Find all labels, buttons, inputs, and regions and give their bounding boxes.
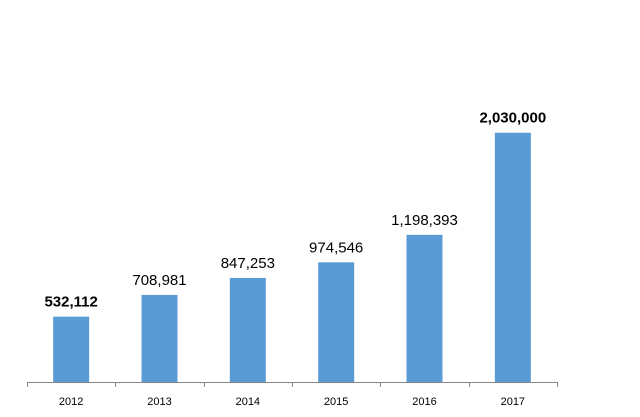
data-label-2015: 974,546 [309,239,363,256]
x-axis: 2012 2013 2014 2015 2016 2017 [27,382,558,408]
x-tick-label-2016: 2016 [412,396,436,408]
bar-2016 [406,234,443,382]
bar-2012 [53,316,90,382]
data-label-2014: 847,253 [221,255,275,272]
x-tick-label-2012: 2012 [59,396,83,408]
bar-2017 [494,132,531,382]
x-tick-label-2015: 2015 [324,396,348,408]
bar-2014 [229,277,266,382]
data-labels-group: 532,112 708,981 847,253 974,546 1,198,393 2,0… [44,110,546,311]
data-label-2017: 2,030,000 [479,110,546,127]
bar-2013 [141,294,178,382]
data-label-2012: 532,112 [44,294,97,311]
x-tick-label-2017: 2017 [501,396,525,408]
bars-group [53,132,531,382]
data-label-2013: 708,981 [132,272,186,289]
data-label-2016: 1,198,393 [391,212,458,229]
x-tick-label-2014: 2014 [236,396,260,408]
x-tick-label-2013: 2013 [147,396,171,408]
bar-2015 [318,262,355,382]
